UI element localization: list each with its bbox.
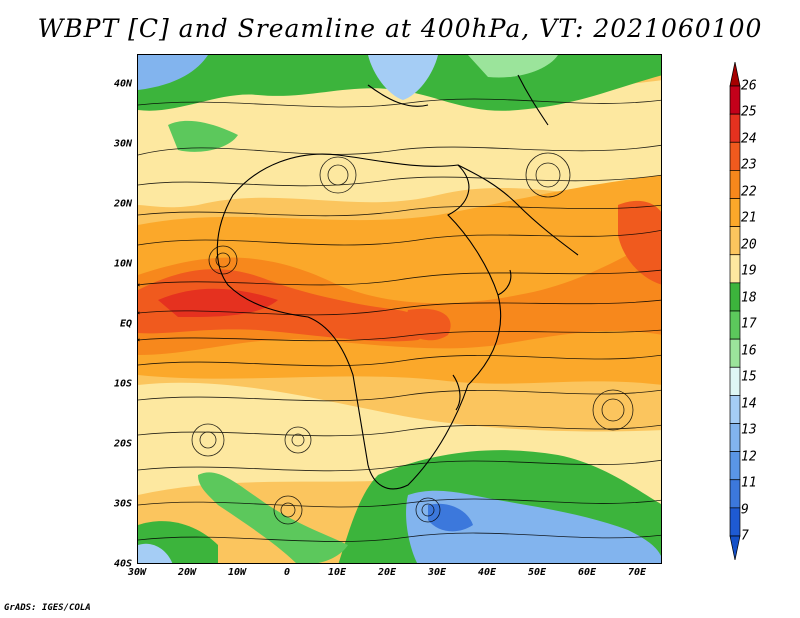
colorbar	[729, 62, 741, 560]
lon-tick-label: 60E	[577, 567, 597, 578]
lon-tick-label: 20W	[177, 567, 197, 578]
lon-tick-label: 30E	[427, 567, 447, 578]
lon-tick-label: 40E	[477, 567, 497, 578]
lat-tick-label: 40N	[113, 78, 132, 90]
colorbar-swatch	[729, 85, 741, 115]
wbpt-24-equatorial-core	[158, 288, 278, 317]
colorbar-value-label: 9	[741, 502, 749, 518]
wbpt-23-equatorial-core	[138, 269, 429, 342]
colorbar-swatch	[729, 310, 741, 340]
colorbar-swatch	[729, 423, 741, 452]
wbpt-18-south-tongue	[198, 472, 348, 563]
map-title: WBPT [C] and Sreamline at 400hPa, VT: 20…	[37, 14, 763, 43]
colorbar-swatch	[729, 254, 741, 284]
map-panel	[137, 54, 662, 564]
colorbar-swatch	[729, 226, 741, 256]
colorbar-swatch	[729, 170, 741, 199]
wbpt-19-north-band	[138, 80, 661, 208]
colorbar-swatch	[729, 507, 741, 537]
lon-tick-label: 30W	[127, 567, 147, 578]
colorbar-value-label: 17	[741, 316, 757, 332]
colorbar-swatch	[729, 479, 741, 509]
colorbar-swatch	[729, 451, 741, 481]
lon-tick-label: 10W	[227, 567, 247, 578]
colorbar-value-label: 21	[741, 210, 757, 226]
wbpt-23-central-core	[403, 308, 451, 341]
colorbar-swatch	[729, 113, 741, 143]
colorbar-value-label: 25	[741, 104, 757, 120]
lat-tick-label: 20S	[113, 438, 132, 450]
lat-tick-label: EQ	[119, 318, 132, 330]
colorbar-value-label: 22	[741, 184, 757, 200]
wbpt-cold-northwest-patch	[138, 55, 208, 90]
colorbar-value-label: 19	[741, 263, 757, 279]
colorbar-swatch	[729, 395, 741, 424]
lat-tick-label: 10N	[113, 258, 132, 270]
colorbar-value-label: 14	[741, 396, 757, 412]
colorbar-value-label: 12	[741, 449, 757, 465]
lon-tick-label: 10E	[327, 567, 347, 578]
wbpt-23-east-core	[618, 200, 661, 285]
colorbar-value-label: 7	[741, 528, 749, 544]
colorbar-value-label: 24	[741, 131, 757, 147]
coastlines	[216, 74, 579, 490]
lat-tick-label: 30S	[113, 498, 132, 510]
colorbar-swatch	[729, 366, 741, 396]
colorbar-value-label: 11	[741, 475, 757, 491]
streamlines	[138, 98, 661, 542]
lon-tick-label: 20E	[377, 567, 397, 578]
colorbar-value-label: 13	[741, 422, 757, 438]
colorbar-top-arrow	[729, 62, 741, 87]
colorbar-swatch	[729, 141, 741, 171]
colorbar-bottom-arrow	[729, 535, 741, 560]
lat-tick-label: 40S	[113, 558, 132, 570]
wbpt-cold-south-core	[428, 503, 473, 532]
lon-tick-label: 70E	[627, 567, 647, 578]
colorbar-value-label: 16	[741, 343, 757, 359]
colorbar-value-label: 23	[741, 157, 757, 173]
wbpt-17-north-patch	[168, 120, 238, 152]
wbpt-cold-south-pool	[406, 490, 661, 563]
lat-tick-label: 30N	[113, 138, 132, 150]
lon-tick-label: 0	[283, 567, 291, 578]
grads-credit: GrADS: IGES/COLA	[4, 603, 91, 613]
colorbar-value-label: 26	[741, 78, 757, 94]
wbpt-cold-north-central-patch	[368, 55, 438, 100]
lat-tick-label: 10S	[113, 378, 132, 390]
colorbar-value-label: 18	[741, 290, 757, 306]
lat-tick-label: 20N	[113, 198, 132, 210]
colorbar-value-label: 15	[741, 369, 757, 385]
colorbar-swatch	[729, 282, 741, 312]
lon-tick-label: 50E	[527, 567, 547, 578]
colorbar-swatch	[729, 338, 741, 368]
wbpt-shaded-map	[138, 55, 661, 563]
colorbar-value-label: 20	[741, 237, 757, 253]
wbpt-16-northeast-patch	[468, 55, 558, 78]
colorbar-swatch	[729, 198, 741, 227]
wbpt-cold-southwest-corner	[138, 543, 173, 563]
